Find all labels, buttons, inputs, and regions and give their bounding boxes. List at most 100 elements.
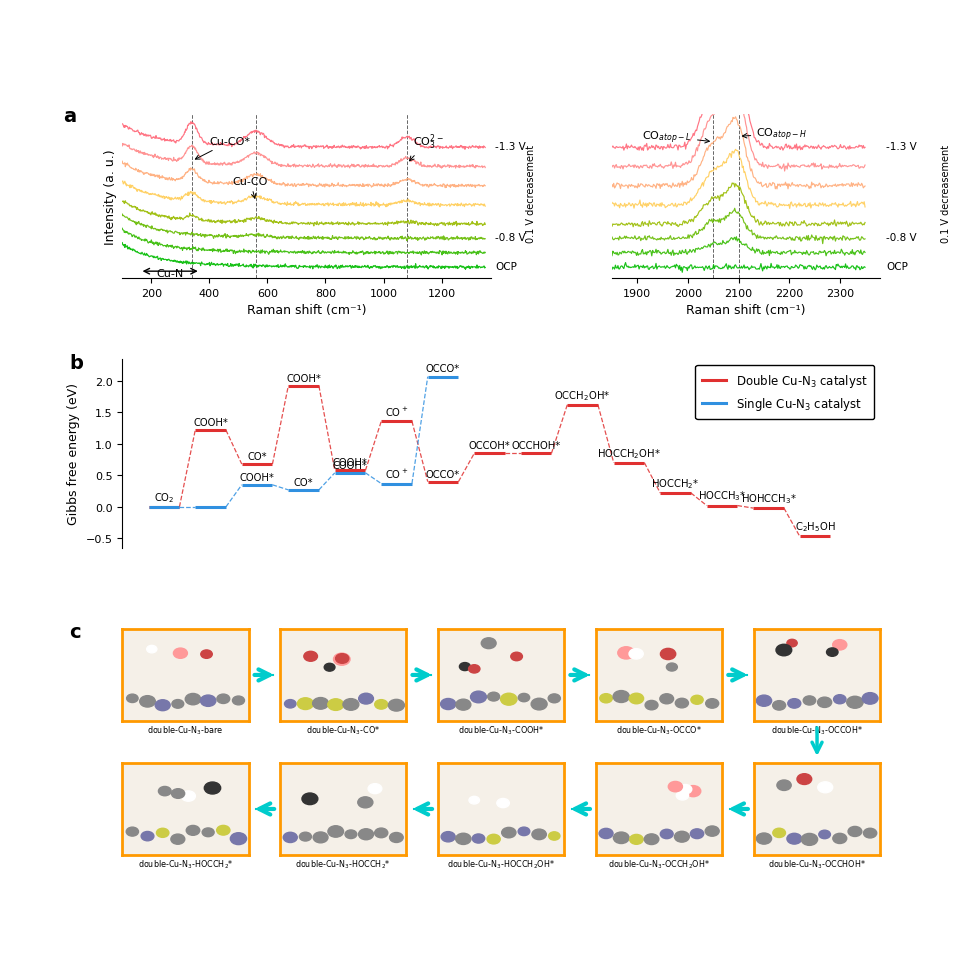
Circle shape	[645, 701, 658, 710]
X-axis label: double-Cu-N$_3$-OCCO*: double-Cu-N$_3$-OCCO*	[616, 725, 701, 737]
Circle shape	[171, 789, 185, 799]
Circle shape	[200, 696, 216, 706]
Circle shape	[186, 825, 199, 835]
Circle shape	[147, 646, 156, 653]
Circle shape	[158, 787, 171, 796]
Circle shape	[599, 694, 612, 703]
Legend: Double Cu-N$_3$ catalyst, Single Cu-N$_3$ catalyst: Double Cu-N$_3$ catalyst, Single Cu-N$_3…	[695, 365, 873, 420]
Circle shape	[847, 826, 861, 837]
Text: Cu-N: Cu-N	[156, 269, 184, 279]
X-axis label: double-Cu-N$_3$-bare: double-Cu-N$_3$-bare	[148, 725, 224, 737]
Circle shape	[628, 694, 643, 704]
Text: OCP: OCP	[885, 261, 908, 271]
Text: CO$^+$: CO$^+$	[385, 406, 408, 419]
X-axis label: Raman shift (cm⁻¹): Raman shift (cm⁻¹)	[686, 304, 805, 317]
Circle shape	[863, 828, 875, 838]
Circle shape	[862, 693, 877, 704]
Text: -0.8 V: -0.8 V	[885, 233, 916, 243]
Text: CO$_{atop-L}$: CO$_{atop-L}$	[642, 129, 708, 146]
Text: HOCCH$_3$*: HOCCH$_3$*	[698, 489, 745, 503]
Circle shape	[172, 700, 184, 708]
Text: COOH*: COOH*	[332, 457, 367, 468]
Circle shape	[297, 698, 313, 710]
Circle shape	[388, 700, 404, 711]
Circle shape	[468, 665, 480, 674]
Text: HOCCH$_2$OH*: HOCCH$_2$OH*	[597, 446, 660, 460]
Circle shape	[831, 640, 846, 651]
Circle shape	[313, 698, 328, 709]
Circle shape	[217, 695, 230, 703]
Text: OCCO*: OCCO*	[426, 469, 460, 479]
Text: HOCCH$_2$*: HOCCH$_2$*	[651, 477, 700, 490]
Y-axis label: Gibbs free energy (eV): Gibbs free energy (eV)	[66, 383, 80, 525]
Circle shape	[755, 833, 771, 845]
Text: COOH*: COOH*	[193, 417, 228, 428]
Circle shape	[674, 699, 688, 708]
Circle shape	[343, 699, 359, 710]
Circle shape	[644, 834, 658, 845]
Circle shape	[548, 694, 560, 703]
Circle shape	[500, 694, 517, 705]
Circle shape	[126, 695, 138, 702]
Circle shape	[667, 781, 682, 792]
Circle shape	[459, 663, 470, 671]
Circle shape	[675, 791, 688, 801]
Circle shape	[441, 831, 454, 842]
Circle shape	[367, 784, 381, 794]
Circle shape	[755, 696, 771, 706]
Circle shape	[800, 833, 817, 846]
Circle shape	[659, 829, 672, 839]
Circle shape	[496, 799, 509, 808]
Circle shape	[487, 834, 499, 844]
Circle shape	[358, 797, 372, 808]
Circle shape	[374, 700, 387, 709]
Circle shape	[817, 782, 831, 793]
Circle shape	[333, 653, 350, 666]
Circle shape	[690, 829, 703, 839]
Text: Cu-CO*: Cu-CO*	[195, 137, 250, 160]
Circle shape	[685, 786, 701, 797]
Text: CO$_{atop-H}$: CO$_{atop-H}$	[742, 127, 807, 143]
X-axis label: double-Cu-N$_3$-HOCCH$_2$OH*: double-Cu-N$_3$-HOCCH$_2$OH*	[446, 858, 555, 871]
Circle shape	[181, 791, 195, 801]
Circle shape	[304, 652, 318, 661]
Circle shape	[231, 833, 246, 845]
Circle shape	[629, 834, 643, 845]
Circle shape	[283, 832, 297, 843]
Circle shape	[659, 649, 675, 660]
Circle shape	[678, 785, 691, 794]
Text: CO$_2$: CO$_2$	[153, 490, 174, 505]
Text: -1.3 V: -1.3 V	[885, 141, 916, 152]
X-axis label: double-Cu-N$_3$-OCCOH*: double-Cu-N$_3$-OCCOH*	[770, 725, 862, 737]
Circle shape	[359, 829, 373, 840]
Circle shape	[665, 663, 677, 672]
Circle shape	[155, 700, 170, 711]
Text: OCCO*: OCCO*	[426, 364, 460, 374]
Text: CO$^+$: CO$^+$	[385, 468, 408, 480]
Text: COOH*: COOH*	[332, 460, 367, 470]
Text: HOHCCH$_3$*: HOHCCH$_3$*	[740, 492, 795, 505]
Circle shape	[531, 829, 546, 840]
Circle shape	[156, 828, 169, 837]
Text: COOH*: COOH*	[286, 374, 320, 383]
Circle shape	[327, 825, 343, 837]
Text: CO*: CO*	[293, 478, 313, 487]
Text: c: c	[69, 623, 81, 641]
Circle shape	[302, 793, 318, 804]
Circle shape	[772, 828, 785, 838]
Text: COOH*: COOH*	[239, 472, 275, 482]
Circle shape	[674, 831, 689, 842]
Circle shape	[472, 834, 485, 843]
Circle shape	[299, 832, 311, 841]
X-axis label: double-Cu-N$_3$-OCCH$_2$OH*: double-Cu-N$_3$-OCCH$_2$OH*	[608, 858, 709, 871]
Text: OCP: OCP	[494, 261, 517, 271]
X-axis label: double-Cu-N$_3$-HOCCH$_2$*: double-Cu-N$_3$-HOCCH$_2$*	[138, 858, 233, 871]
Text: 0.1 V decreasement: 0.1 V decreasement	[526, 144, 535, 242]
X-axis label: Raman shift (cm⁻¹): Raman shift (cm⁻¹)	[246, 304, 366, 317]
Circle shape	[786, 640, 796, 647]
X-axis label: double-Cu-N$_3$-CO*: double-Cu-N$_3$-CO*	[306, 725, 380, 737]
Text: C$_2$H$_5$OH: C$_2$H$_5$OH	[794, 520, 834, 533]
Circle shape	[802, 696, 815, 705]
Circle shape	[817, 698, 830, 707]
Circle shape	[126, 827, 139, 836]
